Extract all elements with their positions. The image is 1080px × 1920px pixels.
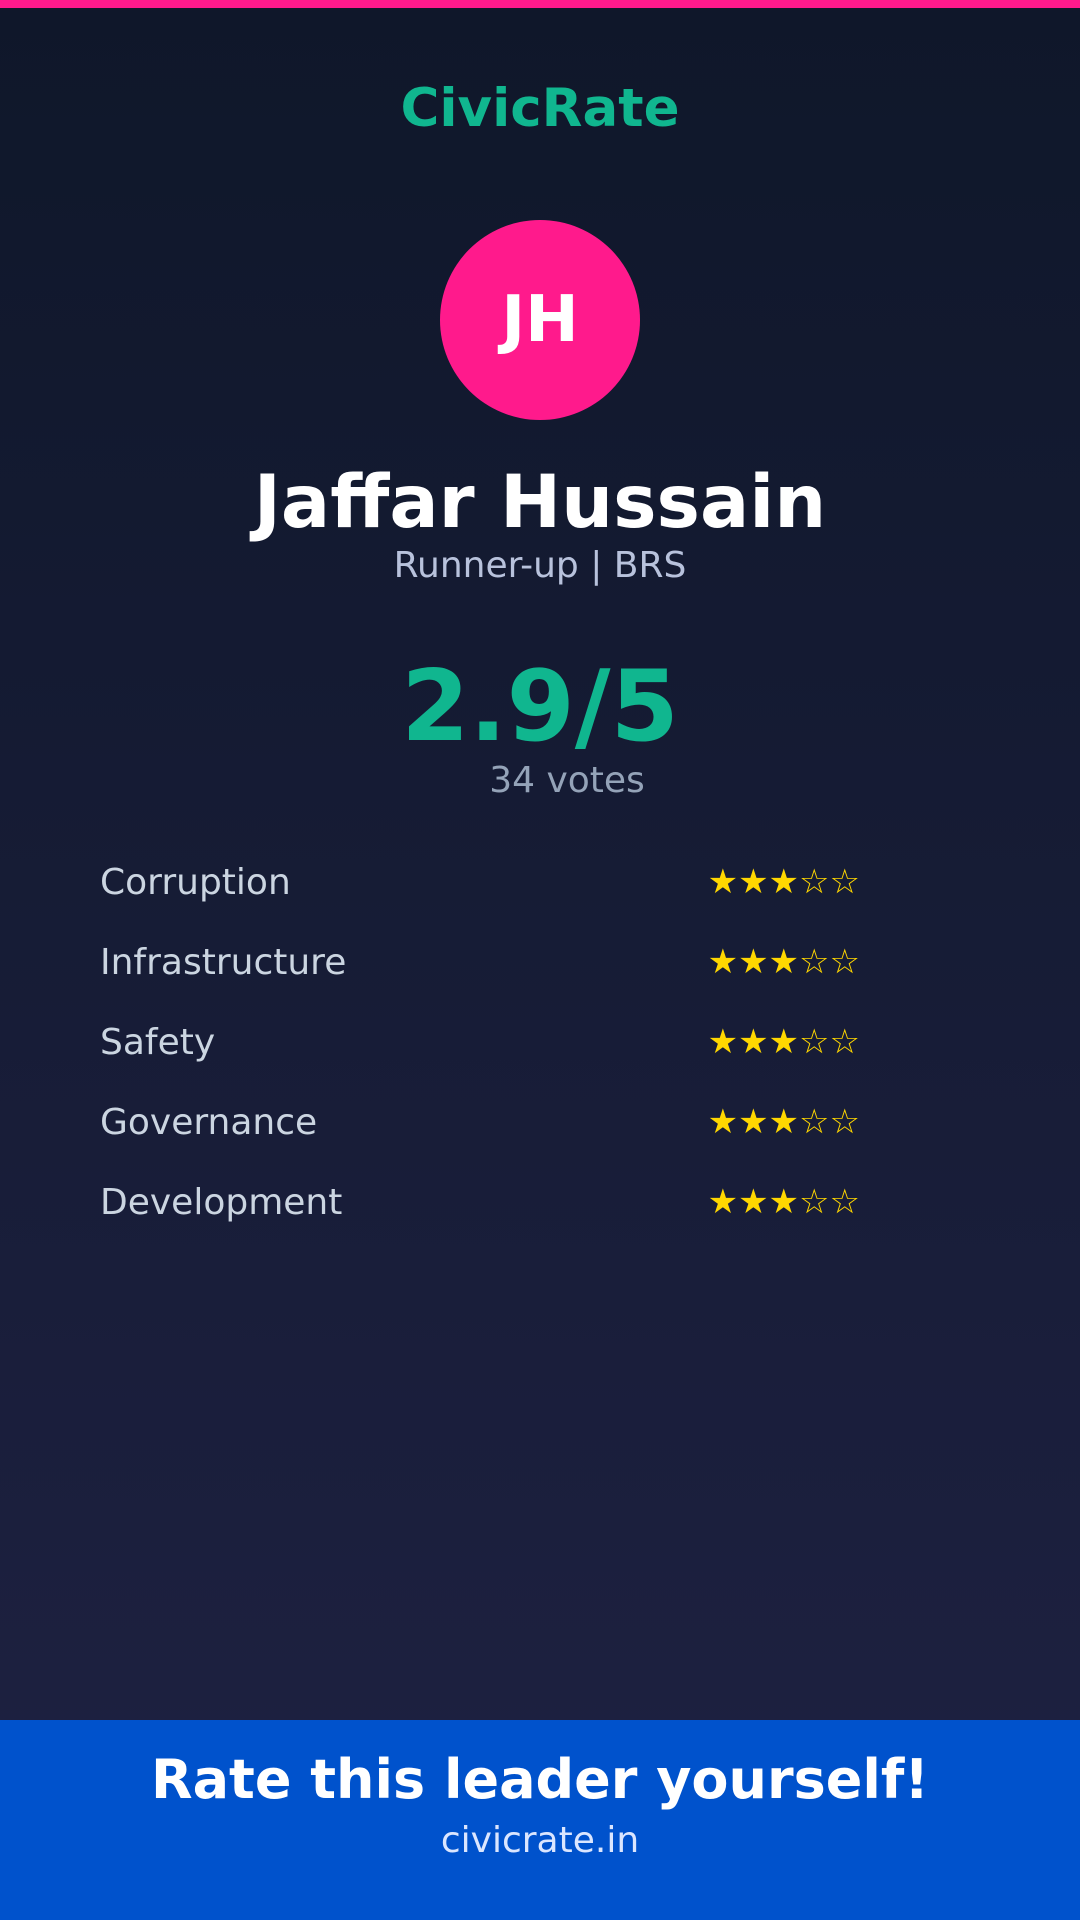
brand-title: CivicRate xyxy=(400,78,680,139)
rating-row-development: Development ★★★☆☆ xyxy=(100,1177,860,1227)
leader-name: Jaffar Hussain xyxy=(253,460,827,545)
avatar-initials: JH xyxy=(501,283,579,357)
top-accent-bar xyxy=(0,0,1080,8)
star-rating-icon: ★★★☆☆ xyxy=(707,862,860,902)
vote-count: 34 votes xyxy=(489,760,645,801)
category-label: Safety xyxy=(100,1021,216,1063)
category-label: Infrastructure xyxy=(100,941,347,983)
category-label: Corruption xyxy=(100,861,291,903)
cta-text[interactable]: Rate this leader yourself! xyxy=(150,1748,930,1811)
rating-row-infrastructure: Infrastructure ★★★☆☆ xyxy=(100,937,860,987)
star-rating-icon: ★★★☆☆ xyxy=(707,1102,860,1142)
category-label: Development xyxy=(100,1181,343,1223)
rating-row-safety: Safety ★★★☆☆ xyxy=(100,1017,860,1067)
overall-score: 2.9/5 xyxy=(401,650,679,764)
cta-banner[interactable]: Rate this leader yourself! civicrate.in xyxy=(0,1720,1080,1920)
leader-subtitle: Runner-up | BRS xyxy=(393,545,687,586)
category-label: Governance xyxy=(100,1101,318,1143)
rating-row-corruption: Corruption ★★★☆☆ xyxy=(100,857,860,907)
site-url[interactable]: civicrate.in xyxy=(440,1820,640,1861)
avatar: JH xyxy=(440,220,640,420)
star-rating-icon: ★★★☆☆ xyxy=(707,1022,860,1062)
star-rating-icon: ★★★☆☆ xyxy=(707,1182,860,1222)
rating-row-governance: Governance ★★★☆☆ xyxy=(100,1097,860,1147)
star-rating-icon: ★★★☆☆ xyxy=(707,942,860,982)
